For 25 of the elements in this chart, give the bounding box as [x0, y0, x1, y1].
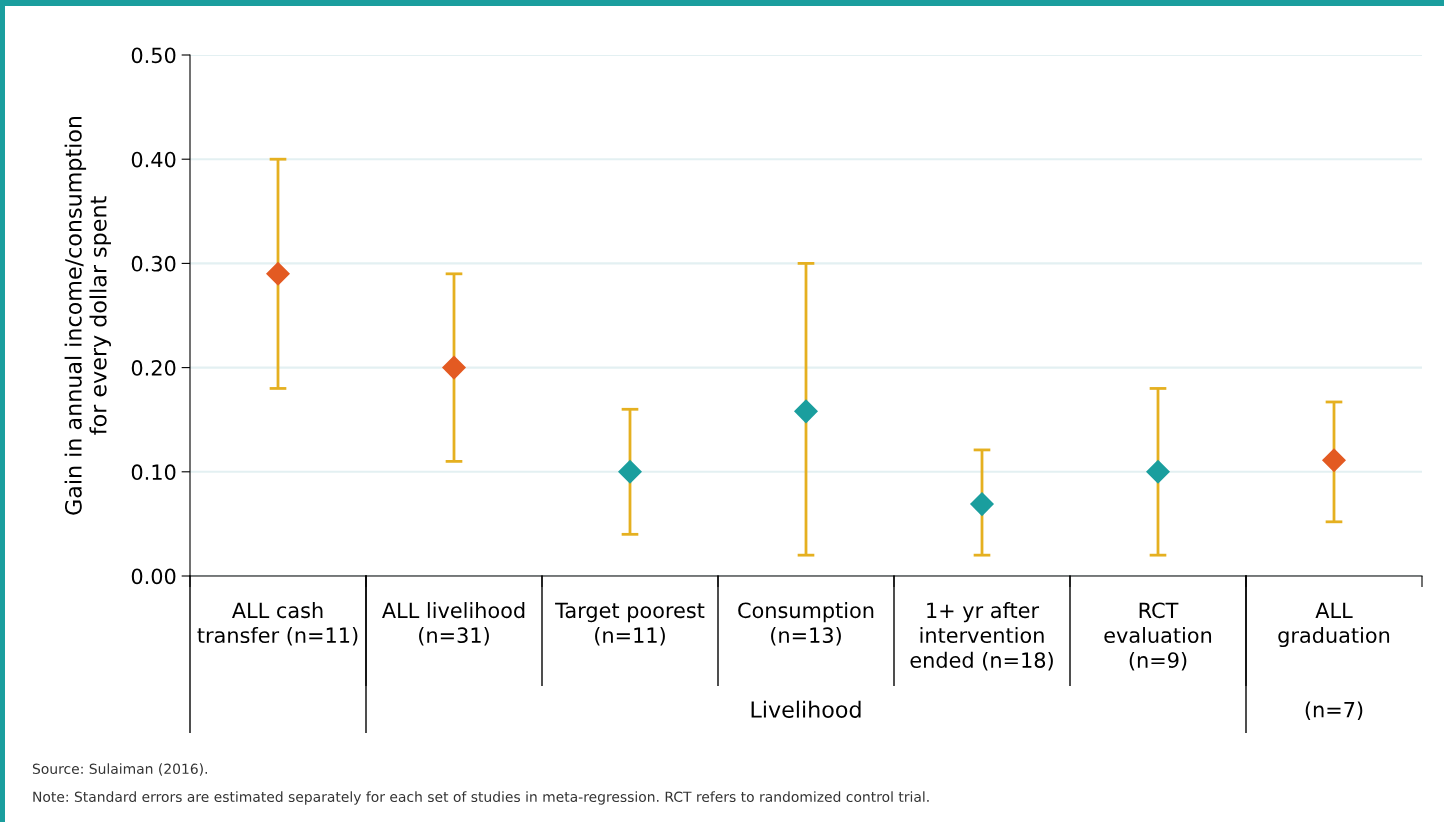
y-axis-title: Gain in annual income/consumption for every dollar spent [64, 116, 111, 515]
y-tick-label: 0.20 [131, 360, 176, 376]
point [265, 261, 291, 286]
point [1145, 459, 1171, 484]
y-tick-label: 0.30 [131, 255, 176, 272]
x-tick-label: ALL livelihood (n=31) [382, 602, 525, 646]
x-tick-label: ALL graduation [1278, 602, 1390, 648]
point [617, 459, 643, 484]
x-tick-label: RCT evaluation (n=9) [1104, 602, 1212, 671]
point [441, 355, 467, 380]
point [793, 399, 819, 424]
text: (n=7) [1305, 701, 1363, 720]
text: Note: Standard errors are estimated separately for each set of studies in meta-regression. RCT refers to randomized control trial. [33, 791, 929, 805]
y-tick-label: 0.00 [131, 568, 176, 585]
x-tick-label: Target poorest (n=11) [555, 602, 705, 646]
point [969, 492, 995, 517]
point [1321, 448, 1347, 473]
y-tick-label: 0.40 [131, 151, 176, 168]
text: Livelihood [751, 700, 861, 718]
x-tick-label: 1+ yr after intervention ended (n=18) [910, 602, 1053, 671]
y-tick-label: 0.50 [131, 47, 176, 64]
x-tick-label: ALL cash transfer (n=11) [197, 602, 358, 646]
y-tick-label: 0.10 [131, 464, 176, 481]
source-note: Source: Sulaiman (2016). [32, 763, 207, 776]
x-tick-label: Consumption (n=13) [738, 602, 874, 646]
